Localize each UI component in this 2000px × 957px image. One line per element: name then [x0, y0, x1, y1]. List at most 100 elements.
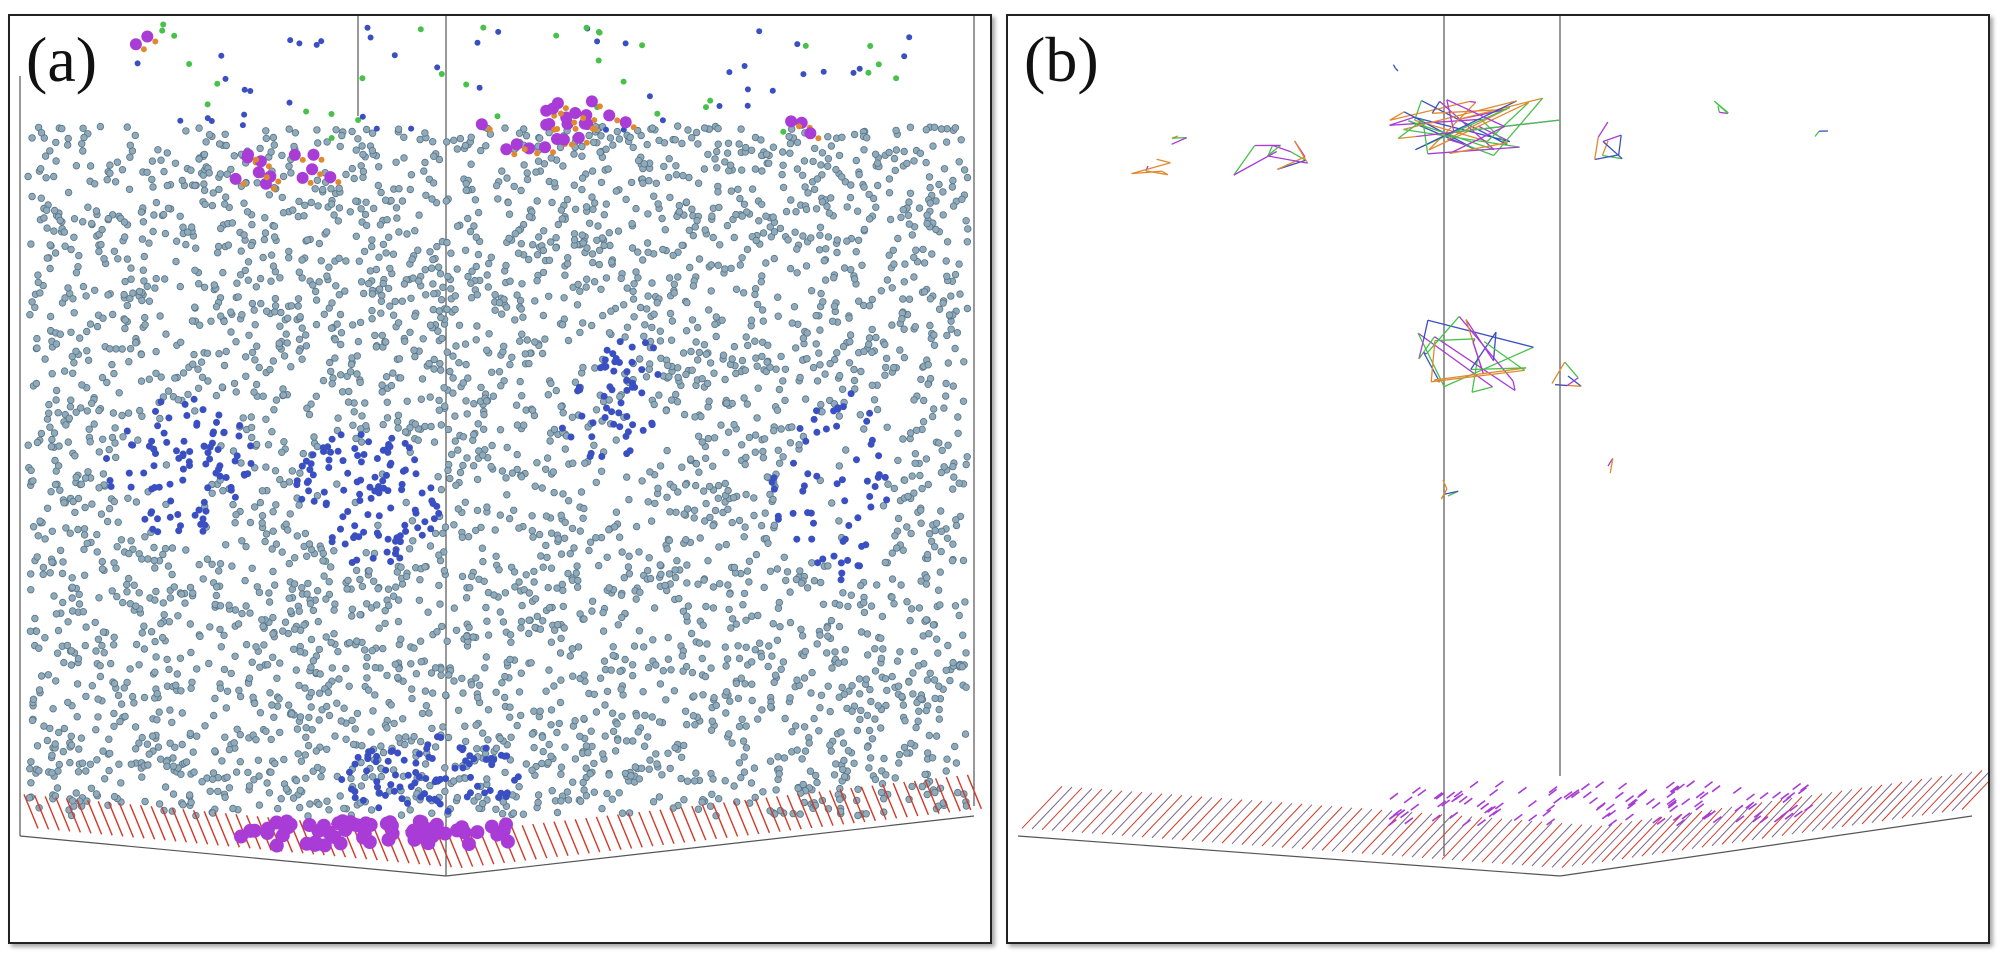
water-molecule [483, 346, 491, 354]
water-molecule [223, 773, 231, 781]
water-molecule [923, 211, 931, 219]
water-molecule [614, 227, 623, 235]
water-molecule [375, 253, 383, 261]
blue-ion [810, 519, 817, 527]
water-molecule [248, 220, 256, 229]
blue-ion [854, 514, 862, 522]
water-molecule [459, 433, 468, 441]
water-molecule [942, 767, 950, 775]
water-molecule [426, 782, 434, 790]
water-molecule [462, 360, 470, 369]
water-molecule [90, 180, 99, 188]
water-molecule [280, 480, 288, 489]
blue-ion [503, 752, 511, 760]
water-molecule [827, 616, 836, 625]
water-molecule [98, 373, 107, 382]
water-molecule [172, 237, 181, 245]
water-molecule [229, 447, 238, 455]
water-molecule [294, 750, 302, 758]
water-molecule [415, 596, 424, 604]
water-molecule [248, 348, 257, 357]
water-molecule [949, 382, 957, 390]
water-molecule [579, 239, 587, 247]
water-molecule [83, 539, 91, 548]
water-molecule [759, 454, 768, 462]
water-molecule [730, 342, 739, 351]
gas-phase-atom [741, 63, 748, 69]
water-molecule [961, 730, 970, 738]
water-molecule [717, 421, 725, 429]
water-molecule [132, 602, 140, 610]
gas-phase-atom [480, 24, 487, 31]
water-molecule [862, 810, 870, 818]
water-molecule [552, 386, 560, 395]
water-molecule [314, 202, 322, 210]
water-molecule [247, 433, 256, 442]
water-molecule [765, 159, 773, 167]
blue-ion [206, 455, 214, 463]
water-molecule [482, 603, 490, 612]
water-molecule [588, 167, 597, 175]
water-molecule [437, 313, 445, 322]
bond-segment [1403, 111, 1476, 150]
water-molecule [118, 165, 127, 174]
water-molecule [520, 161, 528, 169]
water-molecule [644, 248, 652, 256]
water-molecule [672, 390, 680, 399]
water-molecule [287, 169, 295, 177]
water-molecule [892, 126, 900, 135]
water-molecule [510, 506, 518, 514]
water-molecule [80, 545, 88, 554]
water-molecule [553, 808, 562, 817]
water-molecule [350, 408, 358, 416]
blue-ion [623, 413, 631, 420]
water-molecule [109, 641, 118, 649]
water-molecule [386, 264, 394, 273]
water-molecule [459, 461, 467, 470]
water-molecule [550, 179, 559, 187]
water-molecule [917, 506, 925, 514]
water-molecule [290, 142, 298, 151]
water-molecule [420, 167, 428, 175]
bond-segment [1483, 341, 1526, 371]
water-molecule [602, 200, 610, 208]
blue-ion [363, 767, 371, 775]
water-molecule [269, 262, 278, 270]
water-molecule [694, 356, 702, 364]
blue-ion [514, 773, 522, 781]
water-molecule [665, 154, 673, 163]
water-molecule [563, 195, 572, 204]
orange-atom [240, 180, 247, 187]
water-molecule [547, 238, 555, 246]
water-molecule [40, 722, 48, 730]
water-molecule [106, 345, 114, 353]
water-molecule [924, 480, 932, 489]
blue-ion [465, 760, 473, 768]
water-molecule [582, 764, 590, 772]
water-molecule [805, 739, 813, 747]
water-molecule [881, 558, 889, 567]
water-molecule [99, 628, 108, 636]
water-molecule [835, 412, 843, 420]
water-molecule [272, 540, 281, 548]
panel-label-a: (a) [26, 24, 98, 95]
gas-phase-atom [901, 53, 908, 60]
blue-ion [629, 379, 636, 387]
water-molecule [26, 311, 34, 319]
water-molecule [511, 316, 519, 324]
water-molecule [564, 497, 573, 505]
water-molecule [786, 588, 794, 596]
blue-ion [481, 789, 489, 797]
water-molecule [943, 534, 952, 542]
water-molecule [52, 386, 61, 395]
water-molecule [138, 296, 146, 305]
water-molecule [868, 325, 876, 334]
blue-ion [381, 791, 389, 799]
adsorbed-bond [1431, 814, 1441, 822]
water-molecule [117, 536, 126, 544]
water-molecule [421, 687, 430, 695]
water-molecule [533, 612, 541, 621]
water-molecule [162, 500, 170, 509]
water-molecule [121, 324, 129, 333]
gas-phase-atom [875, 61, 882, 68]
